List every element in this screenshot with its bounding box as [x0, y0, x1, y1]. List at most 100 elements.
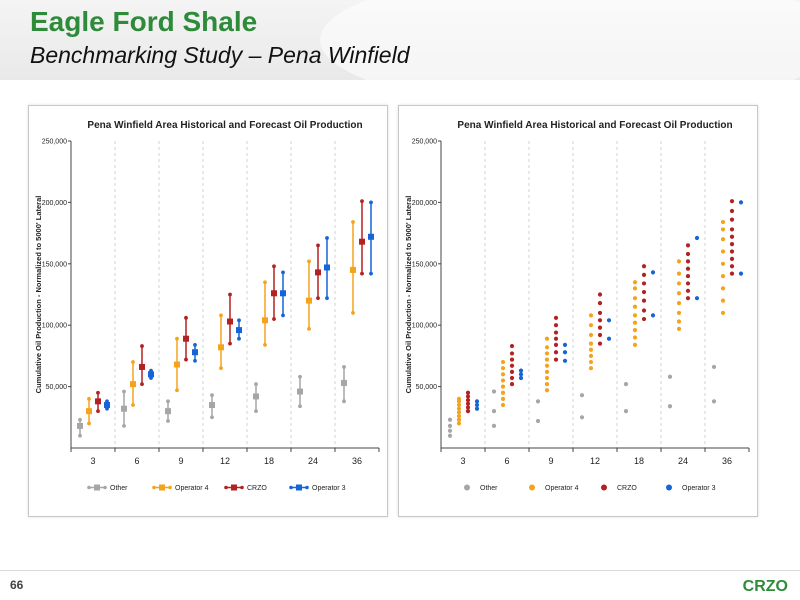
- data-point: [509, 351, 515, 356]
- legend-mid-marker: [231, 484, 237, 491]
- data-point: [676, 291, 682, 296]
- data-point: [544, 345, 550, 350]
- data-point: [641, 264, 647, 269]
- data-point: [632, 286, 638, 291]
- range-mid-marker: [271, 290, 277, 297]
- data-point: [623, 409, 629, 414]
- range-max-marker: [281, 270, 285, 275]
- data-point: [694, 235, 700, 241]
- data-point: [500, 366, 506, 371]
- data-point: [518, 375, 524, 381]
- data-point: [597, 300, 603, 306]
- legend-end-marker: [87, 485, 91, 490]
- range-min-marker: [140, 382, 144, 387]
- range-min-marker: [131, 403, 135, 407]
- data-point: [544, 369, 550, 374]
- range-mid-marker: [297, 388, 303, 395]
- data-point: [632, 335, 638, 340]
- data-point: [729, 227, 735, 232]
- legend-end-marker: [103, 485, 107, 490]
- range-max-marker: [369, 200, 373, 205]
- data-point: [491, 389, 497, 394]
- legend-label: Other: [110, 485, 128, 492]
- data-point: [632, 296, 638, 301]
- data-point: [641, 308, 647, 313]
- legend-marker: [529, 484, 535, 491]
- data-point: [729, 271, 735, 276]
- data-point: [544, 357, 550, 362]
- y-tick-label: 50,000: [416, 384, 438, 391]
- data-point: [729, 234, 735, 239]
- data-point: [500, 402, 506, 408]
- range-max-marker: [210, 393, 214, 398]
- y-tick-label: 200,000: [412, 200, 437, 207]
- data-point: [632, 328, 638, 333]
- data-point: [606, 336, 612, 341]
- range-max-marker: [78, 417, 82, 422]
- legend-label: Other: [480, 485, 498, 492]
- data-point: [588, 313, 594, 318]
- legend-mid-marker: [94, 484, 100, 491]
- x-category-label: 3: [460, 456, 465, 466]
- data-point: [667, 404, 673, 409]
- y-tick-label: 100,000: [412, 323, 437, 330]
- data-point: [685, 296, 691, 301]
- data-point: [553, 350, 559, 355]
- data-point: [562, 342, 568, 347]
- range-max-marker: [228, 292, 232, 297]
- legend-end-marker: [240, 485, 244, 490]
- data-point: [465, 398, 471, 403]
- chart-title: Pena Winfield Area Historical and Foreca…: [87, 120, 362, 131]
- range-chart: Pena Winfield Area Historical and Foreca…: [34, 120, 380, 492]
- data-point: [509, 382, 515, 387]
- range-min-marker: [122, 423, 126, 428]
- x-category-label: 12: [220, 456, 230, 466]
- data-point: [553, 315, 559, 320]
- data-point: [465, 390, 471, 395]
- data-point: [500, 390, 506, 395]
- range-min-marker: [237, 336, 241, 341]
- data-point: [535, 418, 541, 424]
- legend-label: Operator 4: [545, 485, 579, 492]
- data-point: [465, 409, 471, 414]
- legend-end-marker: [152, 485, 156, 490]
- y-tick-label: 150,000: [42, 261, 67, 268]
- legend-marker: [464, 484, 470, 491]
- data-point: [641, 281, 647, 286]
- data-point: [447, 428, 453, 433]
- legend-end-marker: [168, 485, 172, 490]
- range-max-marker: [272, 264, 276, 269]
- legend-label: CRZO: [617, 485, 637, 492]
- data-point: [553, 357, 559, 362]
- x-category-label: 24: [678, 456, 688, 466]
- data-point: [456, 417, 462, 422]
- range-max-marker: [351, 220, 355, 224]
- data-point: [676, 281, 682, 286]
- range-min-marker: [210, 415, 214, 420]
- range-min-marker: [351, 311, 355, 315]
- data-point: [518, 368, 524, 373]
- data-point: [579, 415, 585, 420]
- data-point: [623, 382, 629, 387]
- data-point: [456, 410, 462, 415]
- range-mid-marker: [139, 363, 145, 370]
- range-mid-marker: [236, 327, 242, 334]
- data-point: [588, 341, 594, 346]
- range-max-marker: [360, 199, 364, 204]
- range-mid-marker: [341, 379, 347, 386]
- range-min-marker: [342, 399, 346, 404]
- data-point: [685, 243, 691, 248]
- data-point: [544, 382, 550, 387]
- slide-header: Eagle Ford Shale Benchmarking Study – Pe…: [0, 0, 800, 80]
- data-point: [562, 358, 568, 363]
- range-max-marker: [298, 374, 302, 379]
- x-category-label: 3: [90, 456, 95, 466]
- data-point: [685, 251, 691, 257]
- data-point: [641, 316, 647, 322]
- range-min-marker: [193, 358, 197, 363]
- data-point: [720, 286, 726, 291]
- data-point: [456, 396, 462, 401]
- data-point: [474, 406, 480, 411]
- range-min-marker: [325, 296, 329, 301]
- data-point: [456, 402, 462, 408]
